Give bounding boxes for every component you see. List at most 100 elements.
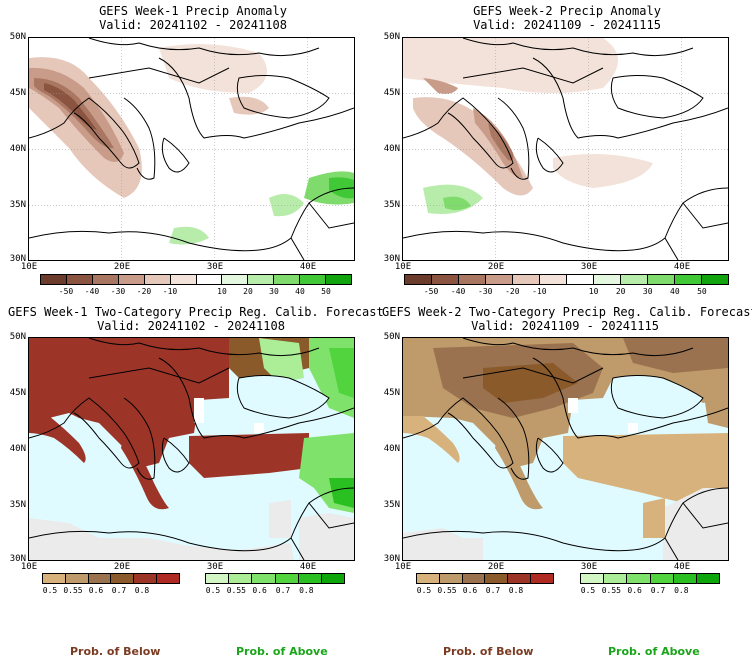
p1-lat-45: 45N	[9, 88, 26, 98]
below-footer-label-2: Prob. of Below	[443, 645, 534, 658]
p4-lon-30: 30E	[580, 562, 598, 572]
panel3-map	[28, 337, 355, 561]
colorbar-segment	[43, 574, 66, 583]
colorbar-segment	[66, 275, 93, 284]
colorbar-tick-label: 0.7	[275, 586, 291, 595]
p2-lat-30: 30N	[383, 254, 400, 264]
colorbar-segment	[648, 275, 675, 284]
colorbar-segment	[248, 275, 275, 284]
colorbar-tick-label: 0.8	[299, 586, 314, 595]
panel2-title-line2: Valid: 20241109 - 20241115	[473, 18, 661, 32]
colorbar-tick-label: -20	[136, 287, 152, 296]
p4-lon-20: 20E	[487, 562, 505, 572]
p4-lon-40: 40E	[673, 562, 691, 572]
p1-lat-50: 50N	[9, 32, 26, 42]
colorbar-tick-label: 0.55	[226, 586, 246, 595]
above-footer-label-2: Prob. of Above	[608, 645, 700, 658]
colorbar-segment	[275, 574, 299, 583]
p1-lon-10: 10E	[20, 262, 38, 272]
colorbar-tick-label: -20	[505, 287, 520, 296]
colorbar-segment	[196, 275, 223, 284]
panel3-title-line2: Valid: 20241102 - 20241108	[97, 319, 285, 333]
p3-below-colorbar	[42, 573, 180, 584]
colorbar-segment	[581, 574, 605, 583]
colorbar-segment	[417, 574, 440, 583]
above-footer-label: Prob. of Above	[236, 645, 328, 658]
p2-lon-10: 10E	[394, 262, 412, 272]
colorbar-tick-label: -50	[423, 287, 439, 296]
colorbar-tick-label: -50	[58, 287, 74, 296]
p4-above-colorbar	[580, 573, 720, 584]
panel4-title-line1: GEFS Week-2 Two-Category Precip Reg. Cal…	[382, 305, 752, 319]
colorbar-segment	[298, 574, 322, 583]
colorbar-tick-label: 0.7	[650, 586, 666, 595]
colorbar-segment	[326, 275, 352, 284]
colorbar-tick-label: 0.5	[416, 586, 432, 595]
colorbar-segment	[462, 574, 486, 583]
panel3-title: GEFS Week-1 Two-Category Precip Reg. Cal…	[8, 305, 384, 333]
panel3-title-line1: GEFS Week-1 Two-Category Precip Reg. Cal…	[8, 305, 384, 319]
colorbar-tick-label: -30	[110, 287, 126, 296]
colorbar-tick-label: 0.6	[252, 586, 267, 595]
colorbar-segment	[486, 275, 513, 284]
p4-below-colorbar	[416, 573, 554, 584]
colorbar-tick-label: 40	[670, 287, 680, 296]
colorbar-tick-label: 20	[243, 287, 253, 296]
p1-anomaly-colorbar	[40, 274, 352, 285]
colorbar-segment	[92, 275, 119, 284]
p1-lat-35: 35N	[9, 200, 26, 210]
p3-above-colorbar	[205, 573, 345, 584]
p3-lon-30: 30E	[206, 562, 224, 572]
colorbar-segment	[459, 275, 486, 284]
colorbar-tick-label: 20	[615, 287, 626, 296]
colorbar-segment	[144, 275, 171, 284]
colorbar-segment	[604, 574, 628, 583]
colorbar-tick-label: 0.6	[88, 586, 104, 595]
colorbar-segment	[111, 574, 135, 583]
colorbar-segment	[222, 275, 249, 284]
colorbar-segment	[206, 574, 230, 583]
colorbar-tick-label: -30	[478, 287, 493, 296]
colorbar-tick-label: 50	[321, 287, 331, 296]
p2-lat-45: 45N	[383, 88, 400, 98]
panel2-title-line1: GEFS Week-2 Precip Anomaly	[473, 4, 661, 18]
p1-lat-30: 30N	[9, 254, 26, 264]
p4-lat-50: 50N	[383, 332, 400, 342]
colorbar-tick-label: -40	[84, 287, 100, 296]
panel4-map	[402, 337, 729, 561]
colorbar-tick-label: 0.8	[674, 586, 689, 595]
colorbar-segment	[621, 275, 648, 284]
colorbar-tick-label: -10	[532, 287, 547, 296]
colorbar-segment	[540, 275, 567, 284]
colorbar-tick-label: 10	[217, 287, 227, 296]
colorbar-segment	[157, 574, 179, 583]
colorbar-segment	[485, 574, 509, 583]
colorbar-segment	[567, 275, 594, 284]
p4-lat-30: 30N	[383, 554, 400, 564]
colorbar-segment	[300, 275, 327, 284]
below-footer-label: Prob. of Below	[70, 645, 161, 658]
p2-lat-50: 50N	[383, 32, 400, 42]
colorbar-segment	[673, 574, 697, 583]
p2-anomaly-colorbar	[404, 274, 729, 285]
panel1-title: GEFS Week-1 Precip Anomaly Valid: 202411…	[28, 4, 358, 32]
colorbar-tick-label: 0.5	[580, 586, 596, 595]
colorbar-segment	[41, 275, 67, 284]
p4-lon-10: 10E	[394, 562, 412, 572]
colorbar-segment	[627, 574, 651, 583]
p2-lat-35: 35N	[383, 200, 400, 210]
colorbar-segment	[696, 574, 720, 583]
colorbar-tick-label: 0.55	[601, 586, 621, 595]
colorbar-tick-label: 0.5	[205, 586, 221, 595]
p3-lat-40: 40N	[9, 444, 26, 454]
panel1-map	[28, 37, 355, 261]
p4-lat-45: 45N	[383, 388, 400, 398]
p1-lon-30: 30E	[206, 262, 224, 272]
p4-lat-35: 35N	[383, 500, 400, 510]
colorbar-tick-label: 30	[642, 287, 653, 296]
panel2-map	[402, 37, 729, 261]
colorbar-segment	[65, 574, 89, 583]
p3-lat-50: 50N	[9, 332, 26, 342]
colorbar-tick-label: 50	[697, 287, 707, 296]
colorbar-tick-label: 0.8	[134, 586, 150, 595]
